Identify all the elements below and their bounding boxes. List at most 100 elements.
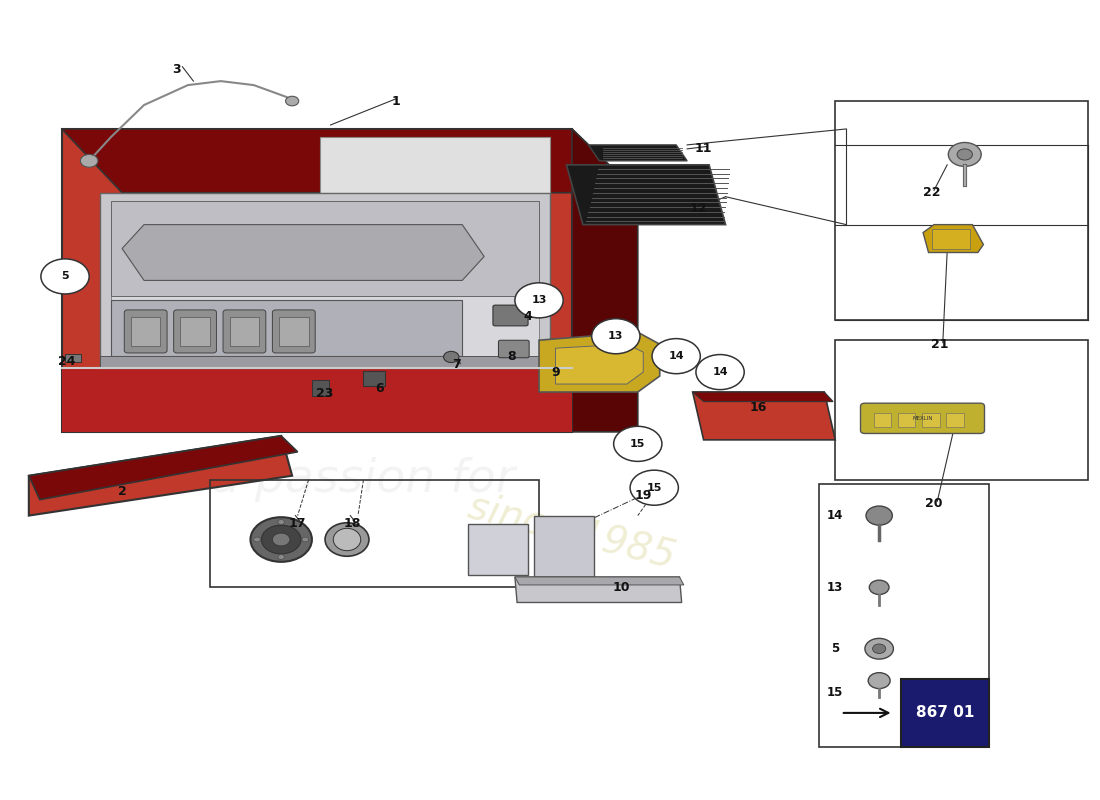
Text: 22: 22 [923, 186, 940, 199]
Polygon shape [111, 300, 462, 356]
Text: 14: 14 [713, 367, 728, 377]
FancyBboxPatch shape [498, 340, 529, 358]
Polygon shape [566, 165, 726, 225]
Text: 15: 15 [827, 686, 844, 699]
Circle shape [957, 149, 972, 160]
Bar [901, 679, 989, 746]
Polygon shape [693, 392, 833, 402]
Text: a passion for: a passion for [211, 458, 516, 502]
Circle shape [41, 259, 89, 294]
Ellipse shape [333, 528, 361, 550]
Text: 15: 15 [630, 439, 646, 449]
Circle shape [251, 517, 312, 562]
Text: 6: 6 [375, 382, 384, 394]
Text: 5: 5 [832, 642, 839, 655]
Text: 24: 24 [58, 355, 76, 368]
Bar [180, 317, 210, 346]
Bar [312, 380, 330, 396]
Circle shape [302, 537, 309, 542]
Bar [898, 413, 915, 427]
FancyBboxPatch shape [223, 310, 266, 353]
Circle shape [278, 519, 285, 524]
Text: 9: 9 [551, 366, 560, 378]
FancyBboxPatch shape [860, 403, 984, 434]
Bar [873, 413, 891, 427]
FancyBboxPatch shape [124, 310, 167, 353]
Polygon shape [100, 193, 550, 368]
Circle shape [254, 537, 261, 542]
Bar [363, 371, 385, 386]
Text: 16: 16 [750, 402, 767, 414]
Circle shape [278, 554, 285, 559]
Circle shape [869, 580, 889, 594]
Polygon shape [29, 436, 298, 500]
Text: 1: 1 [392, 94, 400, 107]
Text: 10: 10 [613, 581, 630, 594]
Circle shape [273, 533, 290, 546]
Text: MEXLIN: MEXLIN [913, 416, 933, 421]
Circle shape [868, 673, 890, 689]
FancyArrowPatch shape [844, 709, 889, 717]
Text: 5: 5 [62, 271, 69, 282]
Circle shape [865, 638, 893, 659]
Circle shape [515, 283, 563, 318]
Polygon shape [588, 145, 688, 161]
Text: eurocars: eurocars [119, 342, 542, 426]
Text: 8: 8 [507, 350, 516, 362]
Polygon shape [534, 515, 594, 577]
Text: 867 01: 867 01 [916, 706, 975, 721]
Polygon shape [29, 436, 293, 515]
Circle shape [443, 351, 459, 362]
Polygon shape [515, 577, 684, 585]
Polygon shape [111, 201, 539, 296]
Polygon shape [320, 137, 550, 193]
Polygon shape [923, 225, 983, 253]
Text: 14: 14 [827, 509, 844, 522]
Text: 4: 4 [524, 310, 532, 322]
Circle shape [866, 506, 892, 525]
Text: 17: 17 [289, 517, 307, 530]
Circle shape [262, 525, 301, 554]
Polygon shape [62, 368, 572, 432]
Polygon shape [62, 129, 572, 432]
Text: 23: 23 [317, 387, 333, 400]
Bar [230, 317, 260, 346]
Text: 19: 19 [635, 489, 652, 502]
Circle shape [696, 354, 745, 390]
Circle shape [286, 96, 299, 106]
Bar [946, 413, 964, 427]
Text: 18: 18 [344, 517, 361, 530]
Text: since 1985: since 1985 [464, 487, 680, 576]
Polygon shape [468, 523, 528, 575]
Circle shape [872, 644, 886, 654]
Circle shape [80, 154, 98, 167]
FancyBboxPatch shape [493, 305, 528, 326]
Polygon shape [62, 129, 638, 193]
Polygon shape [122, 225, 484, 281]
Circle shape [614, 426, 662, 462]
Text: 13: 13 [608, 331, 624, 342]
Text: 7: 7 [452, 358, 461, 370]
Text: 21: 21 [931, 338, 948, 350]
Circle shape [630, 470, 679, 506]
Text: 15: 15 [647, 482, 662, 493]
Polygon shape [572, 129, 638, 432]
Bar [210, 480, 539, 587]
Text: 13: 13 [531, 295, 547, 306]
Bar [922, 413, 939, 427]
Polygon shape [100, 356, 550, 368]
FancyBboxPatch shape [174, 310, 217, 353]
Text: 3: 3 [173, 62, 182, 76]
FancyBboxPatch shape [273, 310, 316, 353]
Text: 14: 14 [669, 351, 684, 361]
Bar [835, 101, 1088, 320]
Polygon shape [693, 392, 835, 440]
Text: 11: 11 [695, 142, 713, 155]
Polygon shape [515, 577, 682, 602]
Text: 13: 13 [827, 581, 844, 594]
Polygon shape [556, 344, 644, 384]
Text: 12: 12 [690, 202, 707, 215]
Circle shape [652, 338, 701, 374]
Text: 2: 2 [118, 485, 127, 498]
Bar [818, 484, 989, 746]
